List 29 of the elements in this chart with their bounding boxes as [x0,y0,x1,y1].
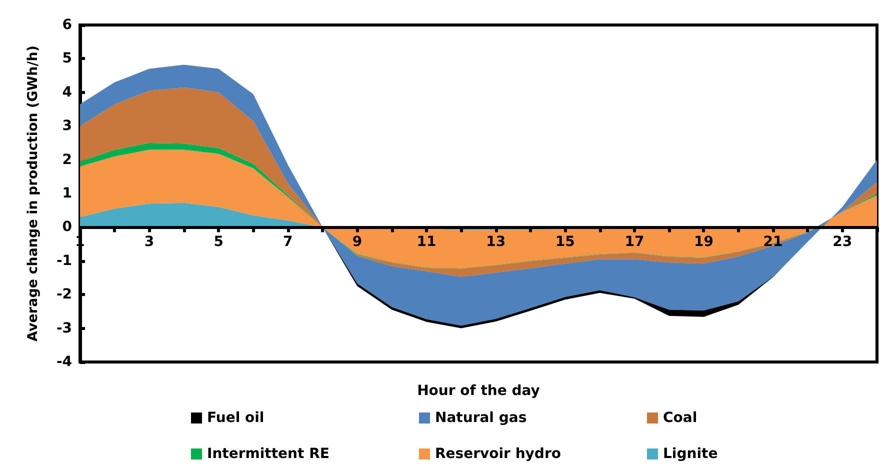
x-tick-label: 9 [352,234,362,250]
legend-label: Lignite [663,446,718,462]
x-tick-label: 23 [832,234,852,250]
x-tick-label: 5 [214,234,224,250]
x-tick-label: 19 [694,234,714,250]
x-tick-label: 3 [144,234,154,250]
x-tick-label: 15 [555,234,575,250]
x-tick-label: 17 [624,234,644,250]
y-tick-label: -4 [56,354,72,370]
y-tick-label: -3 [56,320,72,336]
legend-label: Coal [663,410,698,426]
y-tick-label: -2 [56,286,72,303]
legend-label: Natural gas [435,410,527,426]
x-tick-label: 7 [283,234,293,250]
y-tick-label: 3 [62,118,72,134]
y-tick-label: 2 [62,152,72,168]
y-tick-label: 1 [62,186,72,202]
x-axis-title: Hour of the day [417,383,540,399]
y-tick-label: 5 [62,50,72,67]
legend-label: Reservoir hydro [435,446,562,462]
y-tick-label: 4 [62,84,72,100]
legend-label: Fuel oil [207,410,264,426]
legend-label: Intermittent RE [207,446,330,462]
y-tick-label: 6 [62,17,72,33]
x-tick-label: 13 [486,234,506,250]
y-axis-title: Average change in production (GWh/h) [25,45,41,342]
x-tick-label: 11 [416,234,436,250]
y-tick-label: -1 [56,252,72,269]
y-tick-label: 0 [62,219,72,236]
